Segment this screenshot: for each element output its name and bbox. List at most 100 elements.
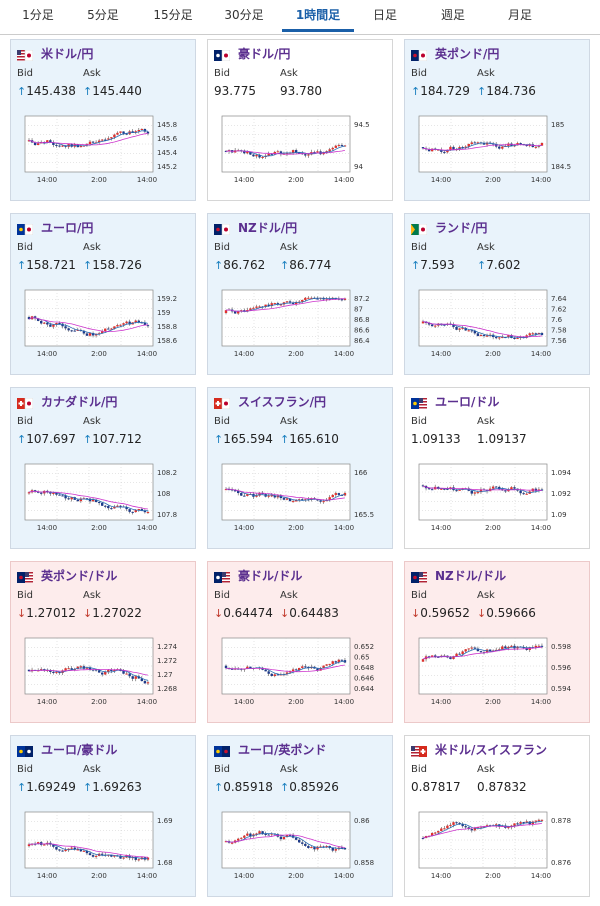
y-tick-label: 159 — [157, 309, 170, 317]
currency-pair-link[interactable]: 英ポンド/ドル — [41, 569, 118, 583]
currency-pair-link[interactable]: 豪ドル/円 — [238, 47, 291, 61]
y-tick-label: 7.6 — [551, 316, 563, 324]
candle-body — [134, 320, 137, 323]
tab-4[interactable]: 1時間足 — [282, 0, 354, 32]
candle-body — [294, 500, 298, 502]
tab-3[interactable]: 30分足 — [224, 8, 264, 22]
rate-card-14[interactable]: 米ドル/スイスフラン Bid Ask 0.87817 0.87832 0.878 0.876… — [404, 735, 590, 897]
short-moving-average-line — [28, 317, 149, 335]
y-tick-label: 1.69 — [157, 817, 173, 825]
candle-body — [33, 142, 37, 146]
tab-0[interactable]: 1分足 — [22, 8, 54, 22]
currency-pair-link[interactable]: ユーロ/円 — [41, 221, 94, 235]
x-tick-label: 14:00 — [334, 350, 354, 358]
currency-pair-link[interactable]: カナダドル/円 — [41, 395, 118, 409]
currency-pair-link[interactable]: スイスフラン/円 — [238, 395, 327, 409]
trend-arrow-icon: ↑ — [83, 781, 93, 794]
rate-card-2[interactable]: 英ポンド/円 Bid Ask ↑184.729 ↑184.736 185 184.5 14:0… — [404, 39, 590, 201]
x-tick-label: 14:00 — [531, 350, 551, 358]
currency-pair-link[interactable]: ランド/円 — [435, 221, 488, 235]
currency-pair-link[interactable]: ユーロ/英ポンド — [238, 743, 327, 757]
candle-body — [61, 850, 64, 852]
candle-body — [230, 668, 234, 670]
rate-card-0[interactable]: 米ドル/円 Bid Ask ↑145.438 ↑145.440 145.8 145.6 145… — [10, 39, 196, 201]
candle-body — [110, 854, 113, 857]
candle-body — [140, 128, 144, 130]
candle-body — [82, 330, 86, 334]
currency-flag-icon — [17, 746, 33, 757]
rate-card-5[interactable]: ランド/円 Bid Ask ↑7.593 ↑7.602 7.64 7.62 7.6 7.58 7.… — [404, 213, 590, 375]
rate-card-10[interactable]: 豪ドル/ドル Bid Ask ↓0.64474 ↓0.64483 0.652 0.65 0.6… — [207, 561, 393, 723]
rate-card-3[interactable]: ユーロ/円 Bid Ask ↑158.721 ↑158.726 159.2 159 158.8… — [10, 213, 196, 375]
candle-body — [473, 330, 477, 334]
candle-body — [233, 311, 237, 314]
currency-pair-link[interactable]: ユーロ/ドル — [435, 395, 500, 409]
x-tick-label: 14:00 — [37, 350, 57, 358]
trend-arrow-icon: ↑ — [477, 85, 487, 98]
candle-body — [134, 509, 137, 513]
x-tick-label: 14:00 — [431, 698, 451, 706]
candle-body — [294, 302, 298, 304]
tab-2[interactable]: 15分足 — [153, 8, 193, 22]
tab-1[interactable]: 5分足 — [87, 8, 119, 22]
candle-body — [55, 846, 58, 850]
candle-body — [255, 154, 258, 157]
trend-arrow-icon: ↓ — [17, 607, 27, 620]
bid-price: ↑7.593 — [411, 258, 455, 272]
candle-body — [461, 824, 464, 827]
candle-body — [33, 316, 37, 319]
tab-6[interactable]: 週足 — [440, 8, 465, 22]
currency-pair-link[interactable]: NZドル/円 — [238, 221, 298, 235]
tab-7[interactable]: 月足 — [507, 8, 532, 22]
bid-price: 1.09133 — [411, 432, 461, 446]
currency-pair-link[interactable]: 米ドル/円 — [41, 47, 94, 61]
candle-body — [67, 848, 70, 850]
candle-body — [128, 509, 131, 512]
candle-body — [461, 147, 464, 149]
candle-body — [537, 645, 541, 647]
rate-card-6[interactable]: カナダドル/円 Bid Ask ↑107.697 ↑107.712 108.2 108 107… — [10, 387, 196, 549]
short-moving-average-line — [225, 297, 345, 313]
candle-body — [427, 322, 431, 325]
rate-card-9[interactable]: 英ポンド/ドル Bid Ask ↓1.27012 ↓1.27022 1.274 1.272 1… — [10, 561, 196, 723]
tab-5[interactable]: 日足 — [372, 8, 397, 22]
candle-body — [85, 333, 89, 336]
y-tick-label: 0.646 — [354, 675, 375, 683]
rate-card-8[interactable]: ユーロ/ドル Bid Ask 1.09133 1.09137 1.094 1.092 1.09… — [404, 387, 590, 549]
rate-card-7[interactable]: スイスフラン/円 Bid Ask ↑165.594 ↑165.610 166 165.5 14… — [207, 387, 393, 549]
bid-label: Bid — [411, 68, 427, 79]
rate-card-12[interactable]: ユーロ/豪ドル Bid Ask ↑1.69249 ↑1.69263 1.69 1.68 14:… — [10, 735, 196, 897]
currency-pair-link[interactable]: NZドル/ドル — [435, 569, 507, 583]
candle-body — [64, 849, 67, 852]
rate-card-13[interactable]: ユーロ/英ポンド Bid Ask ↑0.85918 ↑0.85926 0.86 0.858 1… — [207, 735, 393, 897]
ask-price: ↑1.69263 — [83, 780, 142, 794]
currency-pair-link[interactable]: 米ドル/スイスフラン — [435, 743, 548, 757]
x-tick-label: 14:00 — [37, 524, 57, 532]
candle-body — [137, 859, 140, 861]
rate-card-11[interactable]: NZドル/ドル Bid Ask ↓0.59652 ↓0.59666 0.598 0.596 0… — [404, 561, 590, 723]
rate-card-1[interactable]: 豪ドル/円 Bid Ask 93.775 93.780 94.5 94 14:00 2:00 14… — [207, 39, 393, 201]
currency-pair-link[interactable]: 英ポンド/円 — [435, 47, 500, 61]
candle-body — [476, 142, 480, 144]
candle-body — [58, 494, 61, 496]
rate-card-4[interactable]: NZドル/円 Bid Ask ↑86.762 ↑86.774 87.2 87 86.8 86.6… — [207, 213, 393, 375]
currency-pair-link[interactable]: 豪ドル/ドル — [238, 569, 303, 583]
currency-pair-link[interactable]: ユーロ/豪ドル — [41, 743, 118, 757]
candle-body — [125, 507, 128, 510]
candle-body — [110, 137, 113, 139]
